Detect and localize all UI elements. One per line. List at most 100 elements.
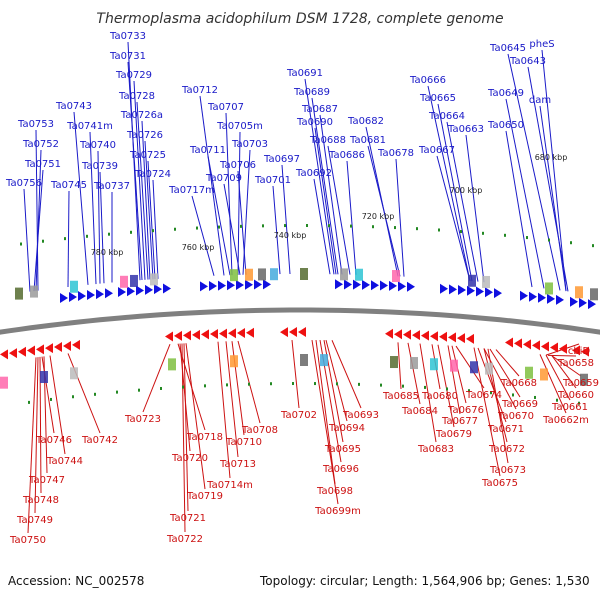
forward-gene-label[interactable]: Ta0650 bbox=[487, 120, 524, 131]
reverse-gene-label[interactable]: Ta0699m bbox=[314, 506, 361, 517]
reverse-leader-line bbox=[473, 347, 501, 477]
forward-gene-label[interactable]: Ta0712 bbox=[181, 85, 218, 96]
reverse-gene-label[interactable]: Ta0679 bbox=[435, 429, 472, 440]
reverse-gene-label[interactable]: Ta0674 bbox=[465, 390, 502, 401]
forward-gene-label[interactable]: Ta0751 bbox=[24, 159, 61, 170]
reverse-gene-label[interactable]: Ta0669 bbox=[501, 399, 538, 410]
forward-gene-label[interactable]: Ta0711 bbox=[189, 145, 226, 156]
reverse-gene-label[interactable]: Ta0684 bbox=[401, 406, 438, 417]
reverse-gene-label[interactable]: Ta0693 bbox=[342, 410, 379, 421]
forward-gene-label[interactable]: Ta0678 bbox=[377, 148, 414, 159]
reverse-gene-label[interactable]: Ta0670 bbox=[497, 411, 534, 422]
reverse-gene-label[interactable]: Ta0713 bbox=[219, 459, 256, 470]
forward-gene-label[interactable]: Ta0740 bbox=[79, 140, 116, 151]
reverse-leader-line bbox=[291, 339, 300, 409]
forward-gene-label[interactable]: Ta0725 bbox=[129, 150, 166, 161]
reverse-gene-label[interactable]: Ta0658 bbox=[557, 358, 594, 369]
reverse-gene-label[interactable]: Ta0747 bbox=[28, 475, 65, 486]
reverse-gene-label[interactable]: Ta0708 bbox=[241, 425, 278, 436]
forward-gene-label[interactable]: Ta0643 bbox=[509, 56, 546, 67]
forward-gene-label[interactable]: Ta0707 bbox=[207, 102, 244, 113]
forward-gene-label[interactable]: Ta0682 bbox=[347, 116, 384, 127]
reverse-gene-label[interactable]: Ta0671 bbox=[487, 424, 524, 435]
forward-gene-label[interactable]: dam bbox=[529, 95, 551, 106]
forward-gene-label[interactable]: Ta0686 bbox=[328, 150, 365, 161]
reverse-gene-label[interactable]: Ta0672 bbox=[488, 444, 525, 455]
reverse-gene-label[interactable]: Ta0723 bbox=[124, 414, 161, 425]
forward-gene-label[interactable]: Ta0701 bbox=[254, 175, 291, 186]
forward-gene-label[interactable]: Ta0756 bbox=[5, 178, 42, 189]
reverse-gene-label[interactable]: Ta0668 bbox=[500, 378, 537, 389]
reverse-gene-label[interactable]: Ta0718 bbox=[186, 432, 223, 443]
reverse-gene-label[interactable]: Ta0660 bbox=[557, 390, 594, 401]
reverse-gene-label[interactable]: Ta0721 bbox=[169, 513, 206, 524]
reverse-gene-label[interactable]: Ta0662m bbox=[542, 415, 589, 426]
forward-gene-label[interactable]: Ta0663 bbox=[447, 124, 484, 135]
forward-gene-label[interactable]: Ta0737 bbox=[93, 181, 130, 192]
forward-gene-label[interactable]: Ta0724 bbox=[134, 169, 171, 180]
reverse-gene-label[interactable]: Ta0659 bbox=[562, 378, 599, 389]
forward-gene-label[interactable]: Ta0645 bbox=[489, 43, 526, 54]
reverse-gene-label[interactable]: Ta0722 bbox=[166, 534, 203, 545]
forward-gene-label[interactable]: Ta0729 bbox=[115, 70, 152, 81]
reverse-gene-label[interactable]: Ta0676 bbox=[447, 405, 484, 416]
reverse-gene-label[interactable]: cbiD bbox=[568, 346, 591, 357]
reverse-gene-label[interactable]: Ta0702 bbox=[280, 410, 317, 421]
forward-gene-label[interactable]: Ta0689 bbox=[293, 87, 330, 98]
forward-gene-label[interactable]: Ta0665 bbox=[419, 93, 456, 104]
forward-gene-label[interactable]: Ta0666 bbox=[409, 75, 446, 86]
reverse-gene-label[interactable]: Ta0696 bbox=[322, 464, 359, 475]
reverse-gene-label[interactable]: Ta0750 bbox=[9, 535, 46, 546]
reverse-gene-label[interactable]: Ta0698 bbox=[316, 486, 353, 497]
forward-gene-label[interactable]: Ta0753 bbox=[17, 119, 54, 130]
scale-tick bbox=[490, 391, 492, 395]
reverse-gene-label[interactable]: Ta0685 bbox=[382, 391, 419, 402]
reverse-gene-label[interactable]: Ta0673 bbox=[489, 465, 526, 476]
reverse-gene-label[interactable]: Ta0720 bbox=[171, 453, 208, 464]
reverse-gene-label[interactable]: Ta0675 bbox=[481, 478, 518, 489]
reverse-gene-label[interactable]: Ta0694 bbox=[328, 423, 365, 434]
forward-gene-label[interactable]: pheS bbox=[529, 39, 554, 50]
forward-gene-label[interactable]: Ta0664 bbox=[428, 111, 465, 122]
reverse-gene-label[interactable]: Ta0742 bbox=[81, 435, 118, 446]
reverse-gene-label[interactable]: Ta0719 bbox=[186, 491, 223, 502]
forward-gene-label[interactable]: Ta0733 bbox=[109, 31, 146, 42]
forward-gene-label[interactable]: Ta0692 bbox=[295, 168, 332, 179]
forward-gene-label[interactable]: Ta0728 bbox=[118, 91, 155, 102]
reverse-gene-label[interactable]: Ta0710 bbox=[225, 437, 262, 448]
reverse-gene-label[interactable]: Ta0746 bbox=[35, 435, 72, 446]
forward-gene-label[interactable]: Ta0705m bbox=[216, 121, 263, 132]
forward-gene-label[interactable]: Ta0688 bbox=[309, 135, 346, 146]
forward-gene-label[interactable]: Ta0697 bbox=[263, 154, 300, 165]
reverse-gene-label[interactable]: Ta0749 bbox=[16, 515, 53, 526]
reverse-gene-label[interactable]: Ta0695 bbox=[324, 444, 361, 455]
reverse-gene-label[interactable]: Ta0680 bbox=[421, 391, 458, 402]
forward-gene-label[interactable]: Ta0690 bbox=[296, 117, 333, 128]
forward-gene-label[interactable]: Ta0743 bbox=[55, 101, 92, 112]
forward-gene-label[interactable]: Ta0691 bbox=[286, 68, 323, 79]
forward-gene-label[interactable]: Ta0706 bbox=[219, 160, 256, 171]
homology-block bbox=[320, 354, 328, 367]
homology-block bbox=[40, 371, 48, 384]
reverse-gene-label[interactable]: Ta0661 bbox=[551, 402, 588, 413]
reverse-gene-label[interactable]: Ta0677 bbox=[441, 416, 478, 427]
forward-gene-label[interactable]: Ta0649 bbox=[487, 88, 524, 99]
reverse-gene-label[interactable]: Ta0744 bbox=[46, 456, 83, 467]
forward-gene-label[interactable]: Ta0667 bbox=[418, 145, 455, 156]
forward-gene-label[interactable]: Ta0741m bbox=[66, 121, 113, 132]
forward-gene-label[interactable]: Ta0687 bbox=[301, 104, 338, 115]
reverse-gene-label[interactable]: Ta0714m bbox=[206, 480, 253, 491]
forward-gene-label[interactable]: Ta0709 bbox=[205, 173, 242, 184]
reverse-gene-label[interactable]: Ta0683 bbox=[417, 444, 454, 455]
forward-gene-arrow bbox=[353, 279, 361, 290]
forward-gene-label[interactable]: Ta0703 bbox=[231, 139, 268, 150]
forward-gene-label[interactable]: Ta0726 bbox=[126, 130, 163, 141]
forward-gene-label[interactable]: Ta0745 bbox=[50, 180, 87, 191]
reverse-gene-label[interactable]: Ta0748 bbox=[22, 495, 59, 506]
forward-gene-label[interactable]: Ta0731 bbox=[109, 51, 146, 62]
forward-gene-label[interactable]: Ta0717m bbox=[168, 185, 215, 196]
forward-gene-label[interactable]: Ta0726a bbox=[120, 110, 163, 121]
forward-gene-label[interactable]: Ta0752 bbox=[22, 139, 59, 150]
forward-gene-label[interactable]: Ta0739 bbox=[81, 161, 118, 172]
forward-gene-label[interactable]: Ta0681 bbox=[349, 135, 386, 146]
